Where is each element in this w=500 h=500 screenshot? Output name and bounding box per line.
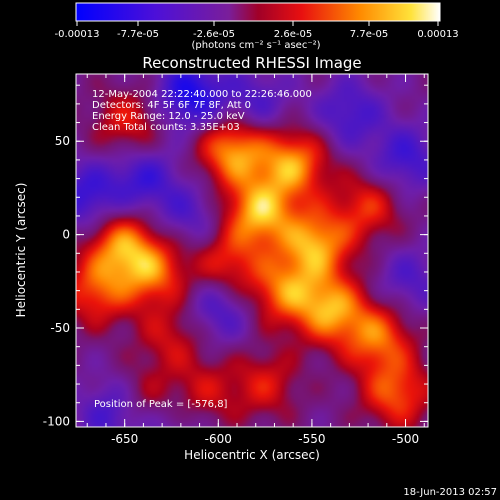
y-tick-label: -100: [43, 414, 70, 428]
y-axis-label: Heliocentric Y (arcsec): [14, 183, 28, 318]
annotation-block: 12-May-2004 22:22:40.000 to 22:26:46.000…: [92, 89, 312, 133]
colorbar-ticks: -0.00013 -7.7e-05 -2.6e-05 2.6e-05 7.7e-05 0.…: [55, 21, 459, 40]
y-axis: -100 -50 0 50: [43, 84, 428, 428]
timestamp: 18-Jun-2013 02:57: [403, 487, 497, 498]
x-tick-label: -500: [392, 432, 419, 446]
y-tick-label: 50: [55, 134, 70, 148]
colorbar-tick-label: 7.7e-05: [350, 29, 388, 40]
chart-title: Reconstructed RHESSI Image: [142, 54, 361, 72]
annotation-detectors: Detectors: 4F 5F 6F 7F 8F, Att 0: [92, 100, 251, 111]
colorbar: [75, 2, 441, 22]
x-axis-label: Heliocentric X (arcsec): [184, 448, 320, 462]
colorbar-tick-label: -0.00013: [55, 29, 100, 40]
x-axis: -650 -600 -550 -500: [86, 74, 425, 446]
colorbar-unit-label: (photons cm⁻² s⁻¹ asec⁻²): [191, 40, 320, 51]
colorbar-tick-label: -2.6e-05: [193, 29, 235, 40]
annotation-time-range: 12-May-2004 22:22:40.000 to 22:26:46.000: [92, 89, 312, 100]
y-tick-label: -50: [50, 321, 70, 335]
colorbar-tick-label: -7.7e-05: [117, 29, 159, 40]
annotation-energy-range: Energy Range: 12.0 - 25.0 keV: [92, 111, 245, 122]
plot-frame: [75, 73, 429, 428]
annotation-clean-counts: Clean Total counts: 3.35E+03: [92, 122, 240, 133]
x-tick-label: -550: [298, 432, 325, 446]
y-tick-label: 0: [62, 228, 70, 242]
colorbar-tick-label: 2.6e-05: [274, 29, 312, 40]
peak-position-label: Position of Peak = [-576,8]: [94, 399, 228, 410]
colorbar-tick-label: 0.00013: [417, 29, 458, 40]
x-tick-label: -600: [205, 432, 232, 446]
x-tick-label: -650: [111, 432, 138, 446]
heatmap-image: [76, 74, 428, 427]
